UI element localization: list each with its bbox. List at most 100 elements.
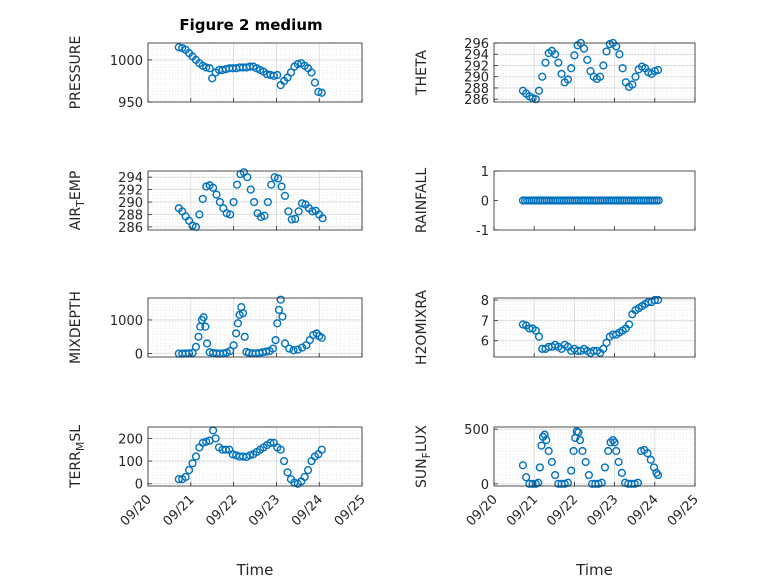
data-point xyxy=(534,332,544,341)
y-tick-label: 0 xyxy=(135,348,143,363)
data-point xyxy=(277,182,286,191)
data-point xyxy=(273,70,282,80)
data-point xyxy=(602,47,611,56)
data-point xyxy=(280,456,289,466)
data-point xyxy=(538,72,547,81)
y-axis-label: THETA xyxy=(414,50,430,96)
data-point xyxy=(202,339,212,348)
y-tick-label: 292 xyxy=(464,59,489,74)
data-point xyxy=(202,437,211,446)
data-point xyxy=(650,295,659,305)
data-point xyxy=(297,343,307,352)
y-tick-label: 0 xyxy=(135,478,143,493)
data-point xyxy=(260,211,269,220)
data-point xyxy=(570,51,579,60)
data-point xyxy=(233,319,242,328)
x-tick-label: 09/23 xyxy=(584,492,621,529)
data-point xyxy=(188,348,197,358)
y-tick-label: 1 xyxy=(481,165,489,180)
data-point xyxy=(615,50,624,59)
subplot-row3-left: 0 1000 MIXDEPTH xyxy=(68,291,363,364)
axes-box xyxy=(493,297,696,358)
data-point xyxy=(606,438,615,447)
x-tick-label: 09/25 xyxy=(332,492,369,529)
data-point xyxy=(284,207,293,216)
data-point xyxy=(317,333,326,342)
data-point xyxy=(285,344,294,353)
y-tick-label: 0 xyxy=(481,195,489,210)
data-point xyxy=(596,72,605,81)
data-point xyxy=(617,468,626,477)
y-tick-label: 294 xyxy=(464,48,489,63)
y-tick-label: 500 xyxy=(464,423,489,438)
x-tick-label: 09/21 xyxy=(161,492,198,529)
data-point xyxy=(198,438,207,447)
subplot-row2-right: -1 0 1 RAINFALL xyxy=(414,165,696,239)
y-tick-label: 0 xyxy=(481,478,489,493)
data-point xyxy=(240,332,249,341)
data-point xyxy=(569,446,578,456)
y-tick-label: 286 xyxy=(464,93,489,108)
data-point xyxy=(194,332,203,341)
x-tick-label: 09/20 xyxy=(464,492,501,529)
data-point xyxy=(274,174,283,183)
data-point xyxy=(229,197,238,207)
data-point xyxy=(198,194,207,204)
data-point xyxy=(267,180,276,189)
y-tick-label: 294 xyxy=(118,171,143,186)
y-axis-label: H2OMIXRA xyxy=(414,290,430,365)
data-point xyxy=(652,468,661,477)
y-axis-label: MIXDEPTH xyxy=(68,291,84,364)
data-point xyxy=(612,446,621,456)
data-point xyxy=(273,319,282,328)
subplot-row3-right: 6 7 8 H2OMIXRA xyxy=(414,290,696,365)
data-point xyxy=(653,295,663,305)
data-point xyxy=(308,207,317,216)
data-point xyxy=(174,43,183,52)
data-point xyxy=(318,214,327,223)
data-point xyxy=(195,210,204,219)
y-tick-label: 288 xyxy=(118,208,143,223)
axes-box xyxy=(147,42,363,103)
axes-box xyxy=(147,170,363,231)
data-point xyxy=(614,457,623,467)
data-point xyxy=(581,457,590,467)
x-tick-label: 09/25 xyxy=(665,492,702,529)
data-point xyxy=(317,445,326,454)
data-point xyxy=(289,346,298,355)
data-point xyxy=(232,180,242,189)
y-tick-label: 1000 xyxy=(110,54,143,69)
x-tick-label: 09/20 xyxy=(118,492,155,529)
subplot-bottom-left: 0 100 200 09/20 09/21 09/22 09/23 09/24 09/25 TER… xyxy=(68,425,369,579)
data-point xyxy=(215,197,225,207)
plot-area xyxy=(148,43,362,102)
x-axis-label: Time xyxy=(575,561,613,579)
data-point xyxy=(631,72,640,81)
data-point xyxy=(280,191,290,200)
subplot-bottom-right: 0 500 09/20 09/21 09/22 09/23 09/24 09/25 SUNFLU… xyxy=(414,423,702,579)
data-point xyxy=(567,466,576,475)
data-point xyxy=(268,344,278,353)
data-point xyxy=(226,346,235,356)
data-point xyxy=(221,445,230,454)
data-point xyxy=(199,313,208,322)
data-point xyxy=(205,64,214,73)
data-point xyxy=(314,87,323,96)
data-point xyxy=(266,438,275,447)
axes-box xyxy=(147,297,363,358)
y-tick-label: -1 xyxy=(476,224,489,239)
data-point xyxy=(628,80,637,89)
data-point xyxy=(201,322,210,331)
data-point xyxy=(540,430,549,439)
y-tick-label: 286 xyxy=(118,221,143,236)
data-point xyxy=(654,196,663,205)
data-point xyxy=(191,452,201,461)
data-point xyxy=(181,472,190,482)
data-point xyxy=(262,347,271,356)
data-point xyxy=(653,470,663,480)
data-point xyxy=(191,342,201,351)
plot-area xyxy=(148,298,362,357)
data-point xyxy=(618,64,627,73)
